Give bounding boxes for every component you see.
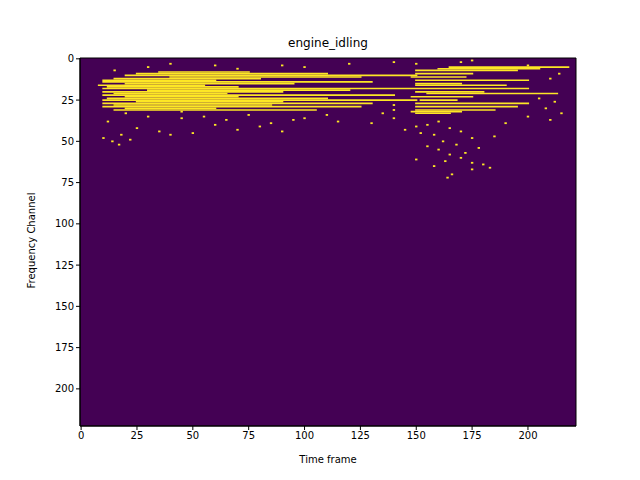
html-text:Frequency Channel: Frequency Channel [25, 192, 37, 289]
svg-text:75: 75 [242, 430, 255, 441]
svg-text:0: 0 [78, 430, 84, 441]
svg-text:50: 50 [61, 136, 74, 147]
svg-text:200: 200 [55, 383, 74, 394]
svg-text:150: 150 [55, 301, 74, 312]
svg-text:100: 100 [295, 430, 314, 441]
svg-text:25: 25 [131, 430, 144, 441]
svg-text:100: 100 [55, 218, 74, 229]
html-text:Time frame: Time frame [299, 454, 357, 465]
svg-text:75: 75 [61, 177, 74, 188]
svg-text:150: 150 [407, 430, 426, 441]
svg-text:175: 175 [463, 430, 482, 441]
svg-text:175: 175 [55, 342, 74, 353]
svg-text:125: 125 [55, 260, 74, 271]
svg-text:200: 200 [518, 430, 537, 441]
html-text:engine_idling: engine_idling [288, 36, 368, 50]
svg-text:25: 25 [61, 95, 74, 106]
svg-text:125: 125 [351, 430, 370, 441]
svg-text:50: 50 [186, 430, 199, 441]
svg-text:0: 0 [68, 53, 74, 64]
